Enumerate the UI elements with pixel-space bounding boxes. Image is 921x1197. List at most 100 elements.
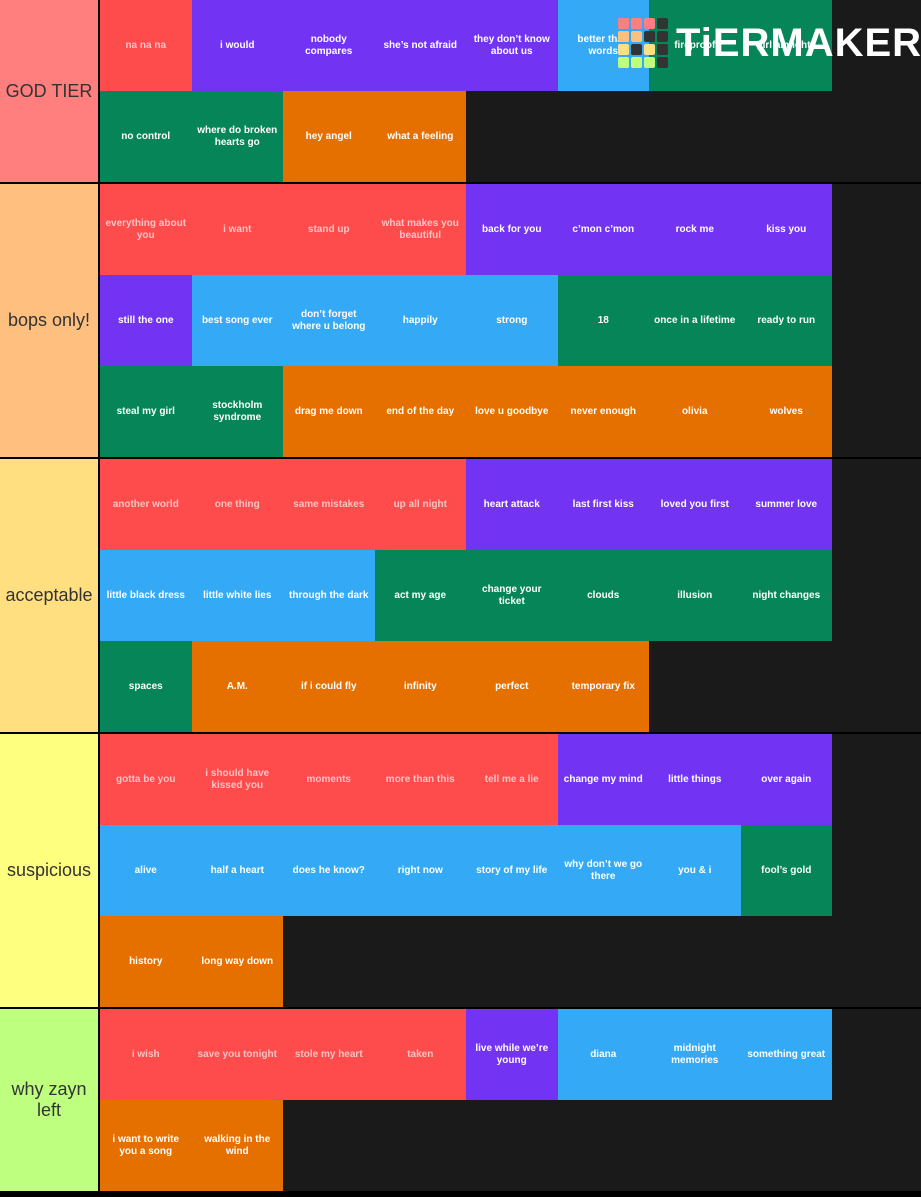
- tier-item[interactable]: they don’t know about us: [466, 0, 558, 91]
- tier-row: GOD TIER na na na i would nobody compares sh…: [0, 0, 921, 184]
- tier-item[interactable]: perfect: [466, 641, 558, 732]
- tier-item[interactable]: half a heart: [191, 825, 283, 916]
- tier-label: suspicious: [0, 734, 100, 1007]
- tier-item[interactable]: up all night: [374, 459, 466, 550]
- tier-item[interactable]: best song ever: [191, 275, 283, 366]
- tier-item[interactable]: i want: [191, 184, 283, 275]
- tier-label: GOD TIER: [0, 0, 100, 182]
- tier-item[interactable]: live while we’re young: [466, 1009, 558, 1100]
- tier-items: gotta be you i should have kissed you mome…: [100, 734, 832, 1007]
- tier-item[interactable]: illusion: [649, 550, 741, 641]
- tier-item[interactable]: more than this: [374, 734, 466, 825]
- logo-icon: [618, 18, 668, 68]
- tier-item[interactable]: hey angel: [283, 91, 375, 182]
- tier-item[interactable]: stockholm syndrome: [191, 366, 283, 457]
- tier-item[interactable]: na na na: [100, 0, 192, 91]
- tier-item[interactable]: right now: [374, 825, 466, 916]
- tier-item[interactable]: what a feeling: [374, 91, 466, 182]
- tier-item[interactable]: little white lies: [191, 550, 283, 641]
- tier-item[interactable]: save you tonight: [191, 1009, 283, 1100]
- tier-item[interactable]: fool’s gold: [740, 825, 832, 916]
- tier-item[interactable]: c’mon c’mon: [557, 184, 649, 275]
- tier-item[interactable]: gotta be you: [100, 734, 192, 825]
- tier-item[interactable]: history: [100, 916, 192, 1007]
- tier-item[interactable]: midnight memories: [649, 1009, 741, 1100]
- tier-item[interactable]: A.M.: [191, 641, 283, 732]
- tier-item[interactable]: i should have kissed you: [191, 734, 283, 825]
- tier-item[interactable]: why don’t we go there: [557, 825, 649, 916]
- tier-item[interactable]: another world: [100, 459, 192, 550]
- tier-item[interactable]: temporary fix: [557, 641, 649, 732]
- tier-label: bops only!: [0, 184, 100, 457]
- tier-label: why zayn left: [0, 1009, 100, 1191]
- tier-items: another world one thing same mistakes up al…: [100, 459, 832, 732]
- tier-item[interactable]: end of the day: [374, 366, 466, 457]
- tier-item[interactable]: i would: [191, 0, 283, 91]
- tier-item[interactable]: rock me: [649, 184, 741, 275]
- tier-item[interactable]: something great: [740, 1009, 832, 1100]
- tier-item[interactable]: alive: [100, 825, 192, 916]
- tier-item[interactable]: summer love: [740, 459, 832, 550]
- tier-item[interactable]: love u goodbye: [466, 366, 558, 457]
- tier-item[interactable]: kiss you: [740, 184, 832, 275]
- tier-item[interactable]: stole my heart: [283, 1009, 375, 1100]
- tier-item[interactable]: loved you first: [649, 459, 741, 550]
- tier-row: acceptable another world one thing same mis…: [0, 459, 921, 734]
- tier-item[interactable]: through the dark: [283, 550, 375, 641]
- tier-item[interactable]: over again: [740, 734, 832, 825]
- tier-item[interactable]: spaces: [100, 641, 192, 732]
- tier-item[interactable]: moments: [283, 734, 375, 825]
- tier-items: i wish save you tonight stole my heart take…: [100, 1009, 832, 1191]
- tier-row: why zayn left i wish save you tonight stole…: [0, 1009, 921, 1193]
- tier-item[interactable]: last first kiss: [557, 459, 649, 550]
- tier-item[interactable]: diana: [557, 1009, 649, 1100]
- tier-item[interactable]: what makes you beautiful: [374, 184, 466, 275]
- logo: TiERMAKER: [618, 18, 921, 68]
- tier-item[interactable]: once in a lifetime: [649, 275, 741, 366]
- tier-item[interactable]: everything about you: [100, 184, 192, 275]
- tier-item[interactable]: back for you: [466, 184, 558, 275]
- tier-item[interactable]: girl almighty: [740, 0, 832, 91]
- tier-item[interactable]: clouds: [557, 550, 649, 641]
- logo-text: TiERMAKER: [676, 20, 921, 65]
- tier-item[interactable]: one thing: [191, 459, 283, 550]
- tier-item[interactable]: strong: [466, 275, 558, 366]
- tier-item[interactable]: happily: [374, 275, 466, 366]
- tier-item[interactable]: never enough: [557, 366, 649, 457]
- tier-item[interactable]: night changes: [740, 550, 832, 641]
- tier-item[interactable]: she’s not afraid: [374, 0, 466, 91]
- tier-item[interactable]: drag me down: [283, 366, 375, 457]
- tier-item[interactable]: story of my life: [466, 825, 558, 916]
- tier-item[interactable]: steal my girl: [100, 366, 192, 457]
- tier-item[interactable]: ready to run: [740, 275, 832, 366]
- tier-item[interactable]: heart attack: [466, 459, 558, 550]
- tier-item[interactable]: where do broken hearts go: [191, 91, 283, 182]
- tier-item[interactable]: if i could fly: [283, 641, 375, 732]
- tier-item[interactable]: you & i: [649, 825, 741, 916]
- tier-item[interactable]: little things: [649, 734, 741, 825]
- tier-item[interactable]: little black dress: [100, 550, 192, 641]
- tier-row: suspicious gotta be you i should have kiss…: [0, 734, 921, 1009]
- tier-item[interactable]: i wish: [100, 1009, 192, 1100]
- tier-item[interactable]: walking in the wind: [191, 1100, 283, 1191]
- tier-item[interactable]: 18: [557, 275, 649, 366]
- tier-item[interactable]: taken: [374, 1009, 466, 1100]
- tier-label: acceptable: [0, 459, 100, 732]
- tier-item[interactable]: nobody compares: [283, 0, 375, 91]
- tier-item[interactable]: does he know?: [283, 825, 375, 916]
- tier-item[interactable]: change my mind: [557, 734, 649, 825]
- tier-item[interactable]: long way down: [191, 916, 283, 1007]
- tier-item[interactable]: infinity: [374, 641, 466, 732]
- tier-item[interactable]: olivia: [649, 366, 741, 457]
- tier-item[interactable]: still the one: [100, 275, 192, 366]
- tier-item[interactable]: tell me a lie: [466, 734, 558, 825]
- tier-item[interactable]: don’t forget where u belong: [283, 275, 375, 366]
- tier-item[interactable]: i want to write you a song: [100, 1100, 192, 1191]
- tier-item[interactable]: stand up: [283, 184, 375, 275]
- tier-item[interactable]: act my age: [374, 550, 466, 641]
- tier-item[interactable]: same mistakes: [283, 459, 375, 550]
- tier-item[interactable]: no control: [100, 91, 192, 182]
- tier-item[interactable]: change your ticket: [466, 550, 558, 641]
- tier-item[interactable]: wolves: [740, 366, 832, 457]
